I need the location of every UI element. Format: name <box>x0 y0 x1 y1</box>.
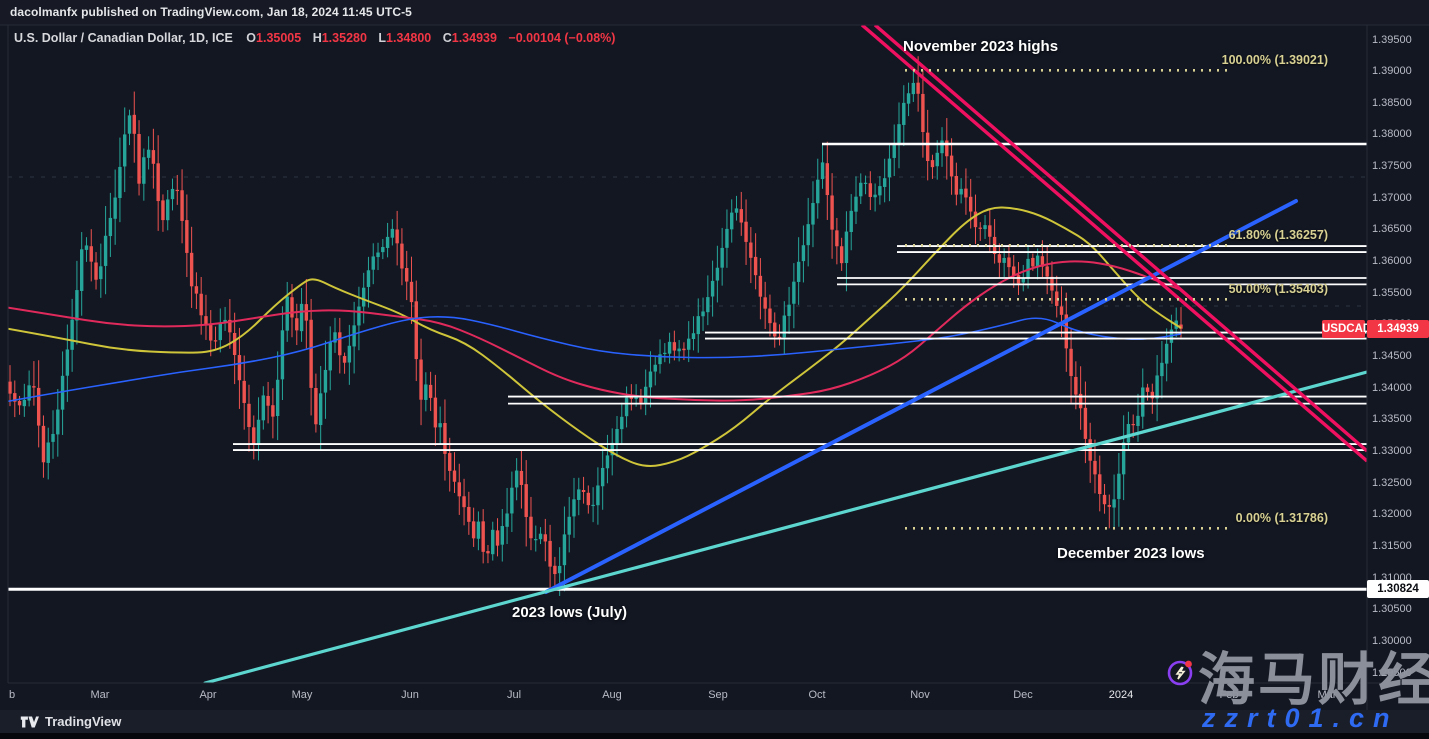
price-tick: 1.30000 <box>1372 634 1412 647</box>
ascending-trendline-cyan <box>203 370 1367 683</box>
current-price-tag: 1.34939 <box>1367 319 1429 338</box>
price-tick: 1.34000 <box>1372 381 1412 394</box>
price-tick: 1.32500 <box>1372 476 1412 489</box>
publish-info-bar: dacolmanfx published on TradingView.com,… <box>0 0 1429 25</box>
price-tick: 1.31500 <box>1372 539 1412 552</box>
fib-level-label: 0.00% (1.31786) <box>1235 511 1328 526</box>
open-label: O <box>246 31 257 45</box>
open-value: 1.35005 <box>256 31 302 45</box>
ma-100 <box>8 260 1182 402</box>
price-tick: 1.34500 <box>1372 350 1412 362</box>
price-tick: 1.37500 <box>1372 160 1412 173</box>
price-tick: 1.32000 <box>1372 508 1412 521</box>
price-tick: 1.39000 <box>1372 65 1412 78</box>
time-tick: Oct <box>808 689 826 701</box>
time-tick: 2024 <box>1108 689 1134 701</box>
price-tick: 1.33000 <box>1372 444 1412 457</box>
tradingview-logo[interactable]: TradingView <box>20 714 121 729</box>
footer-bar <box>0 710 1429 733</box>
time-tick: Jul <box>506 689 522 701</box>
descending-channel-pink <box>860 25 1367 463</box>
ascending-trendline-blue <box>544 199 1298 594</box>
time-tick: b <box>8 689 16 701</box>
price-tick: 1.39500 <box>1372 33 1412 46</box>
close-value: 1.34939 <box>451 31 497 45</box>
low-value: 1.34800 <box>386 31 432 45</box>
price-tick: 1.33500 <box>1372 413 1412 426</box>
price-tick: 1.38500 <box>1372 96 1412 109</box>
symbol-title[interactable]: U.S. Dollar / Canadian Dollar, 1D, ICE <box>14 31 233 45</box>
symbol-legend: U.S. Dollar / Canadian Dollar, 1D, ICE O… <box>14 31 615 45</box>
watermark-url-text: zzrt01.cn <box>1202 703 1399 733</box>
fib-level-label: 61.80% (1.36257) <box>1228 228 1328 243</box>
fib-level-label: 100.00% (1.39021) <box>1221 53 1328 68</box>
high-label: H <box>312 31 322 45</box>
ma-200 <box>8 316 1182 403</box>
time-tick: Jun <box>401 689 419 701</box>
lightning-circle-icon <box>1167 660 1193 686</box>
time-tick: Apr <box>199 689 217 701</box>
time-tick: May <box>291 689 313 701</box>
bottom-strip <box>0 733 1429 739</box>
price-tick: 1.37000 <box>1372 191 1412 204</box>
price-tick: 1.36500 <box>1372 223 1412 236</box>
chart-annotation: December 2023 lows <box>1057 545 1205 562</box>
descending-channel-pink <box>873 25 1367 453</box>
time-tick: Mar <box>90 689 110 701</box>
tradingview-glyph-icon <box>20 715 39 728</box>
time-tick: Nov <box>910 689 930 701</box>
price-tick: 1.35500 <box>1372 286 1412 299</box>
time-tick: Dec <box>1013 689 1033 701</box>
ma-50 <box>8 206 1182 467</box>
price-tick: 1.36000 <box>1372 255 1412 268</box>
high-value: 1.35280 <box>321 31 367 45</box>
low-label: L <box>378 31 387 45</box>
price-tick: 1.30500 <box>1372 603 1412 616</box>
price-tick: 1.38000 <box>1372 128 1412 141</box>
time-tick: Mar <box>1317 689 1337 701</box>
low-level-price-tag: 1.30824 <box>1367 580 1429 599</box>
change-value: −0.00104 (−0.08%) <box>508 31 616 45</box>
current-price-symbol-tag: USDCAD <box>1322 319 1371 338</box>
watermark-cn-text: 海马财经 <box>1198 647 1429 713</box>
chart-annotation: 2023 lows (July) <box>512 604 628 621</box>
chart-annotation: November 2023 highs <box>903 38 1059 55</box>
price-tick: 1.29500 <box>1372 666 1412 679</box>
time-tick: Aug <box>602 689 622 701</box>
published-line: dacolmanfx published on TradingView.com,… <box>10 5 412 19</box>
time-tick: Sep <box>708 689 728 701</box>
tradingview-wordmark: TradingView <box>45 714 122 729</box>
time-tick: Feb <box>1219 689 1239 701</box>
fib-level-label: 50.00% (1.35403) <box>1228 282 1328 297</box>
close-label: C <box>442 31 452 45</box>
